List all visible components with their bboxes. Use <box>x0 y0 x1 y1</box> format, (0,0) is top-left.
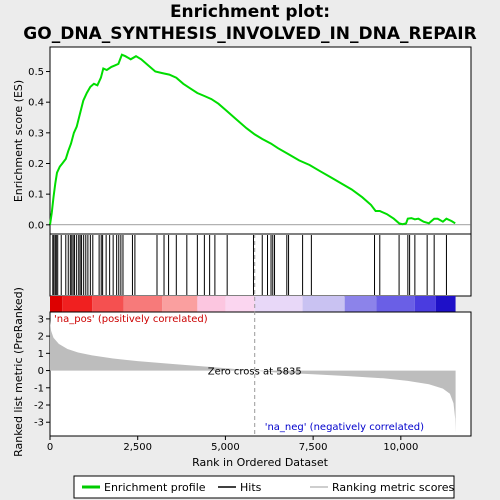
x-tick-label: 7,500 <box>299 442 328 453</box>
x-axis-label: Rank in Ordered Dataset <box>192 456 329 469</box>
rank-color-bar <box>50 296 456 312</box>
es-tick-label: 0.2 <box>28 159 44 170</box>
color-bar-segment <box>414 296 436 312</box>
zero-cross-label: Zero cross at 5835 <box>208 367 302 378</box>
hit-lines <box>52 235 447 295</box>
color-bar-segment <box>123 296 163 312</box>
metric-tick-label: 1 <box>38 349 44 360</box>
x-tick-label: 0 <box>47 442 53 453</box>
es-tick-label: 0.5 <box>28 67 44 78</box>
es-tick-label: 0.4 <box>28 98 44 109</box>
chart-title-line-2: GO_DNA_SYNTHESIS_INVOLVED_IN_DNA_REPAIR <box>23 24 476 44</box>
legend: Enrichment profile Hits Ranking metric sco… <box>82 481 454 494</box>
chart-title-line-1: Enrichment plot: <box>170 2 330 22</box>
color-bar-segment <box>435 296 456 312</box>
color-bar-segment <box>302 296 345 312</box>
color-bar-segment <box>162 296 198 312</box>
legend-box <box>73 475 455 499</box>
metric-axis-label: Ranked list metric (PreRanked) <box>12 287 25 457</box>
es-tick-label: 0.3 <box>28 128 44 139</box>
x-axis-ticks: 0 2,500 5,000 7,500 10,000 <box>47 436 418 453</box>
color-bar-segment <box>197 296 226 312</box>
es-tick-label: 0.0 <box>28 220 44 231</box>
metric-axis-ticks: 3 2 1 0 -1 -2 -3 <box>34 314 50 429</box>
es-tick-label: 0.1 <box>28 190 44 201</box>
color-bar-segment <box>254 296 303 312</box>
x-tick-label: 2,500 <box>123 442 152 453</box>
metric-tick-label: -1 <box>34 383 44 394</box>
color-bar-segment <box>50 296 63 312</box>
enrichment-profile-line <box>49 53 456 226</box>
metric-tick-label: -3 <box>34 418 44 429</box>
legend-label: Enrichment profile <box>104 481 206 494</box>
positive-correlated-label: 'na_pos' (positively correlated) <box>54 314 208 325</box>
es-axis-label: Enrichment score (ES) <box>12 80 25 202</box>
metric-tick-label: 2 <box>38 332 44 343</box>
color-bar-segment <box>92 296 124 312</box>
color-bar-segment <box>344 296 377 312</box>
x-tick-label: 5,000 <box>211 442 240 453</box>
color-bar-segment <box>62 296 93 312</box>
x-tick-label: 10,000 <box>383 442 418 453</box>
legend-label: Hits <box>240 481 262 494</box>
negative-correlated-label: 'na_neg' (negatively correlated) <box>265 422 424 433</box>
metric-tick-label: -2 <box>34 401 44 412</box>
ranking-metric-area <box>50 320 456 433</box>
color-bar-segment <box>376 296 415 312</box>
metric-tick-label: 0 <box>38 366 44 377</box>
hits-panel <box>49 233 472 297</box>
metric-tick-label: 3 <box>38 314 44 325</box>
legend-label: Ranking metric scores <box>332 481 454 494</box>
es-panel <box>49 46 472 235</box>
color-bar-segment <box>225 296 255 312</box>
es-axis-ticks: 0.0 0.1 0.2 0.3 0.4 0.5 <box>28 67 50 231</box>
